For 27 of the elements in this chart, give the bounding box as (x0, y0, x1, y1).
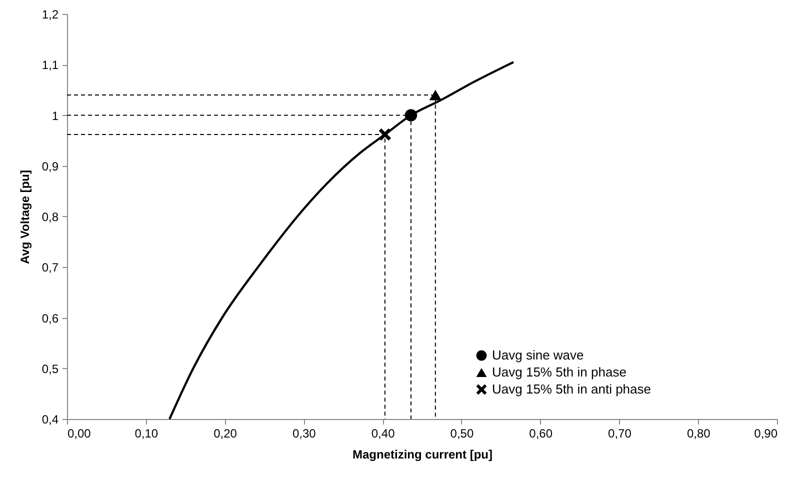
y-tick-label: 0,8 (42, 210, 59, 224)
y-tick-label: 1 (52, 108, 59, 123)
y-tick-label: 0,4 (42, 412, 59, 426)
y-tick-label: 0,9 (42, 159, 59, 174)
x-axis-title: Magnetizing current [pu] (352, 448, 492, 462)
x-tick-label: 0,30 (292, 426, 316, 440)
x-tick-label: 0,70 (608, 426, 632, 440)
y-tick-label: 0,7 (42, 260, 59, 275)
legend-label: Uavg 15% 5th in anti phase (492, 382, 651, 396)
y-tick-label: 1,1 (42, 58, 59, 72)
y-tick-label: 0,6 (42, 311, 59, 326)
legend-label: Uavg sine wave (492, 348, 584, 362)
x-tick-label: 0,40 (371, 426, 396, 440)
x-tick-label: 0,80 (686, 426, 711, 440)
x-tick-label: 0,60 (529, 426, 553, 440)
y-tick-label: 0,5 (42, 362, 59, 376)
x-tick-label: 0,90 (754, 426, 778, 440)
point (378, 128, 392, 141)
point (404, 109, 418, 122)
x-tick-label: 0,20 (214, 426, 238, 440)
point (429, 90, 442, 100)
y-axis-title: Avg Voltage [pu] (18, 170, 32, 264)
x-tick-label: 0,50 (450, 426, 474, 440)
legend-label: Uavg 15% 5th in phase (492, 364, 626, 380)
x-tick-label: 0,00 (68, 426, 92, 440)
y-tick-label: 1,2 (42, 8, 59, 22)
x-tick-label: 0,10 (134, 426, 158, 440)
